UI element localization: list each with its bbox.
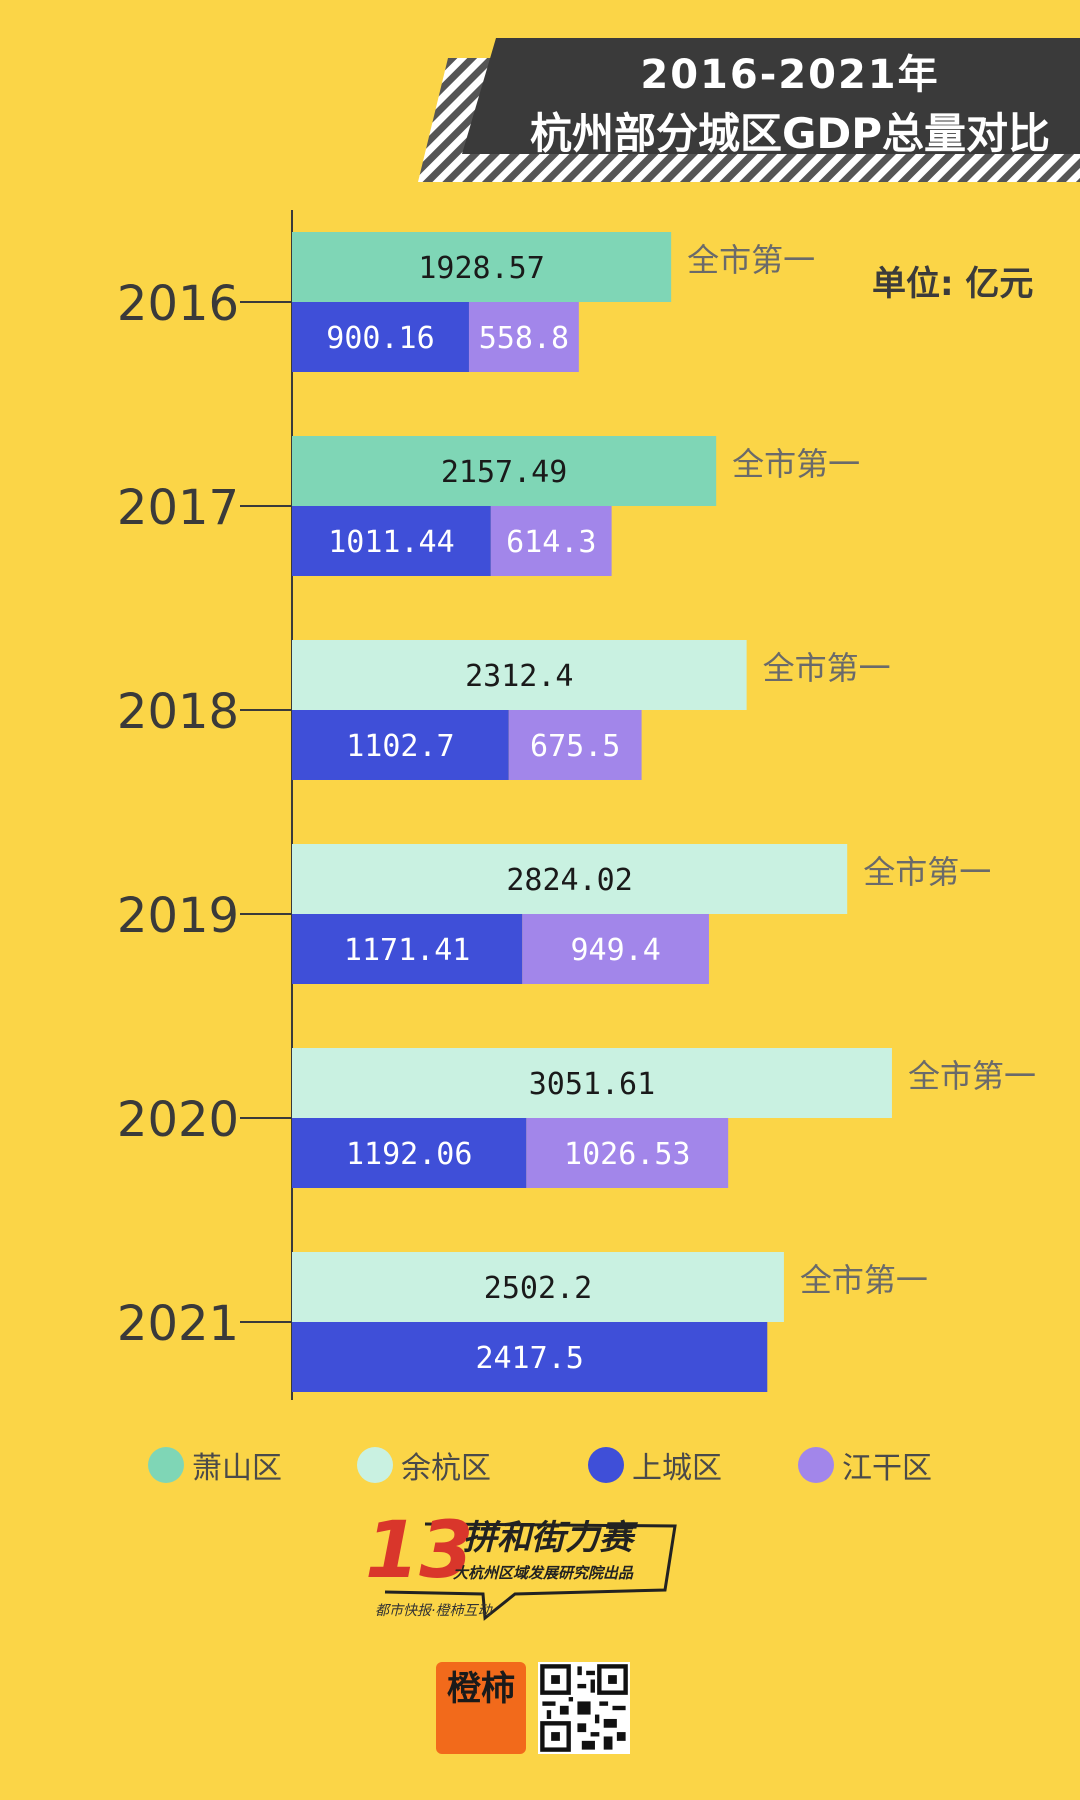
legend-swatch — [798, 1447, 834, 1483]
rank-annotation: 全市第一 — [863, 853, 991, 891]
bar-top-value-label: 2312.4 — [465, 659, 573, 694]
bar-bottom-segment — [292, 506, 491, 576]
bar-bottom-segment — [292, 1322, 768, 1392]
title-line-1: 2016-2021年 — [640, 52, 940, 98]
legend-swatch — [148, 1447, 184, 1483]
bar-bottom-value-label: 614.3 — [506, 525, 596, 560]
brand-subtitle: 大杭州区域发展研究院出品 — [453, 1564, 634, 1582]
legend-label: 江干区 — [842, 1451, 932, 1486]
brand-name: 拼和街力赛 — [463, 1518, 633, 1558]
bar-top — [292, 1048, 892, 1118]
bar-bottom-segment — [292, 914, 523, 984]
logo-text: 橙柿 — [447, 1669, 515, 1709]
qr-code-icon[interactable] — [538, 1662, 630, 1754]
rank-annotation: 全市第一 — [763, 649, 891, 687]
bar-bottom-value-label: 900.16 — [326, 321, 434, 356]
legend-item-yuhang: 余杭区 — [357, 1440, 491, 1490]
bar-bottom-segment — [508, 710, 642, 780]
rank-annotation: 全市第一 — [732, 445, 860, 483]
bar-bottom-segment — [490, 506, 612, 576]
bar-bottom-segment — [292, 710, 509, 780]
bar-top — [292, 1252, 784, 1322]
brand-frame — [384, 1522, 677, 1621]
legend-swatch — [357, 1447, 393, 1483]
legend-label: 余杭区 — [401, 1451, 491, 1486]
year-label: 2020 — [117, 1092, 239, 1148]
bar-bottom-value-label: 1171.41 — [344, 933, 470, 968]
bar-top — [292, 436, 717, 506]
bar-bottom-segment — [468, 302, 579, 372]
bar-bottom-segment — [522, 914, 709, 984]
bar-bottom-value-label: 949.4 — [570, 933, 660, 968]
bar-bottom-value-label: 675.5 — [530, 729, 620, 764]
bar-top-value-label: 2502.2 — [484, 1271, 592, 1306]
chart-title: 2016-2021年 杭州部分城区GDP总量对比 — [500, 46, 1080, 164]
bar-top-value-label: 2157.49 — [441, 455, 567, 490]
legend-label: 上城区 — [632, 1451, 722, 1486]
brand-byline: 都市快报·橙柿互动 — [375, 1603, 492, 1619]
chengshi-logo: 橙柿 — [436, 1662, 526, 1754]
title-banner — [418, 38, 1080, 182]
bar-chart: 2016 1928.57 全市第一 900.16 558.8 2017 2157.49 全市第… — [117, 210, 1036, 1400]
brand-badge: 13 拼和街力赛 大杭州区域发展研究院出品 都市快报·橙柿互动 — [365, 1506, 685, 1626]
year-label: 2019 — [117, 888, 239, 944]
legend-item-shangcheng: 上城区 — [588, 1440, 722, 1490]
bar-bottom-segment — [292, 1118, 527, 1188]
rank-annotation: 全市第一 — [908, 1057, 1036, 1095]
year-label: 2016 — [117, 276, 239, 332]
bar-bottom-value-label: 1192.06 — [346, 1137, 472, 1172]
legend-label: 萧山区 — [192, 1451, 282, 1486]
bar-top-value-label: 2824.02 — [506, 863, 632, 898]
bar-top — [292, 232, 672, 302]
bar-top-value-label: 3051.61 — [529, 1067, 655, 1102]
year-label: 2018 — [117, 684, 239, 740]
bar-top — [292, 844, 848, 914]
bar-bottom-value-label: 2417.5 — [475, 1341, 583, 1376]
year-label: 2017 — [117, 480, 239, 536]
bar-bottom-segment — [292, 302, 469, 372]
unit-label: 单位: 亿元 — [872, 264, 1034, 304]
title-line-2: 杭州部分城区GDP总量对比 — [529, 109, 1051, 158]
legend-swatch — [588, 1447, 624, 1483]
rank-annotation: 全市第一 — [687, 241, 815, 279]
bar-top-value-label: 1928.57 — [418, 251, 544, 286]
legend-item-jianggan: 江干区 — [798, 1440, 932, 1490]
brand-number: 13 — [365, 1506, 474, 1596]
bar-bottom-value-label: 558.8 — [479, 321, 569, 356]
year-label: 2021 — [117, 1296, 239, 1352]
bar-bottom-value-label: 1102.7 — [346, 729, 454, 764]
bar-bottom-segment — [526, 1118, 729, 1188]
legend-item-xiaoshan: 萧山区 — [148, 1440, 282, 1490]
bar-bottom-value-label: 1026.53 — [564, 1137, 690, 1172]
bar-top — [292, 640, 747, 710]
bar-bottom-value-label: 1011.44 — [328, 525, 454, 560]
rank-annotation: 全市第一 — [800, 1261, 928, 1299]
legend: 萧山区 余杭区 上城区 江干区 — [0, 1440, 1080, 1490]
